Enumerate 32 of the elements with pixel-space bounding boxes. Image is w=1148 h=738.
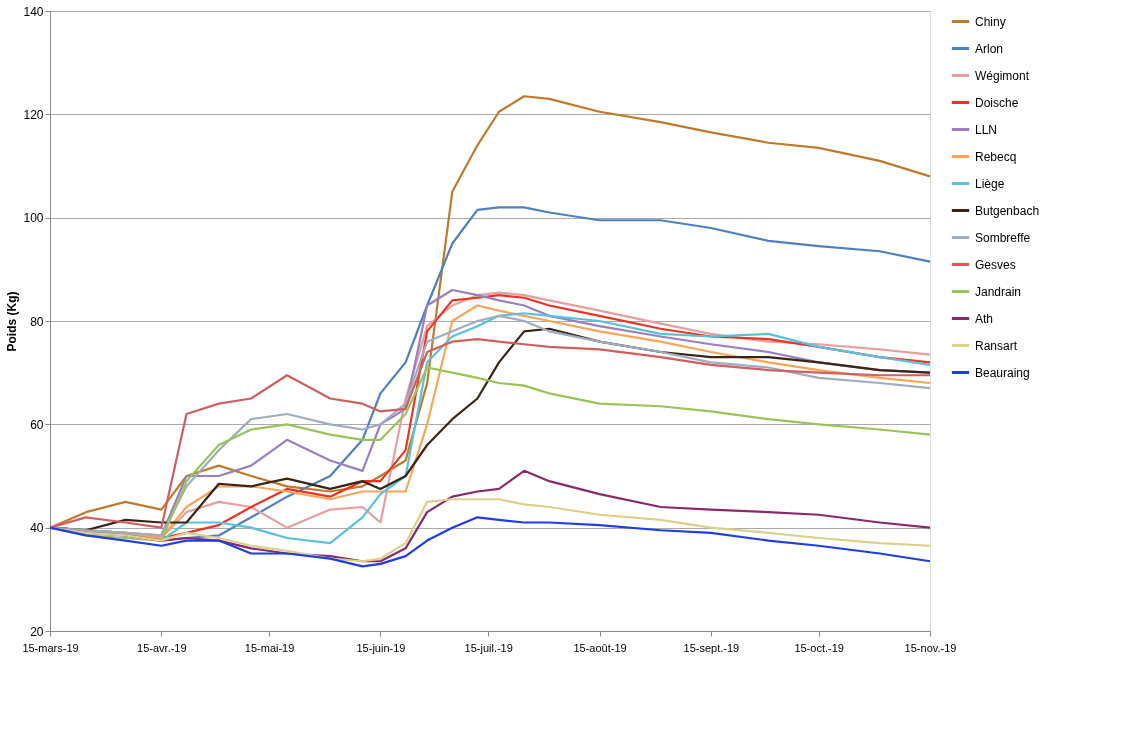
legend-label: Beauraing xyxy=(975,365,1030,380)
x-tick-label: 15-oct.-19 xyxy=(794,641,844,654)
line-series xyxy=(48,516,932,568)
x-tick-label: 15-nov.-19 xyxy=(904,641,957,654)
legend-label: Wégimont xyxy=(975,68,1030,83)
legend-label: Rebecq xyxy=(975,149,1017,164)
legend-label: Gesves xyxy=(975,257,1016,272)
y-tick-label: 100 xyxy=(23,211,44,226)
legend-label: Jandrain xyxy=(975,284,1022,299)
x-tick-label: 15-mai-19 xyxy=(244,641,295,654)
x-tick-label: 15-juin-19 xyxy=(356,641,406,654)
legend-label: Butgenbach xyxy=(975,203,1040,218)
legend-label: Ath xyxy=(975,311,994,326)
y-tick-label: 40 xyxy=(30,521,44,536)
legend-label: LLN xyxy=(975,122,998,137)
x-tick-label: 15-août-19 xyxy=(573,641,627,654)
legend-label: Liège xyxy=(975,176,1005,191)
x-tick-label: 15-juil.-19 xyxy=(464,641,513,654)
x-tick-label: 15-mars-19 xyxy=(22,641,79,654)
x-tick-label: 15-sept.-19 xyxy=(683,641,740,654)
legend-label: Arlon xyxy=(975,41,1004,56)
x-tick-label: 15-avr.-19 xyxy=(137,641,187,654)
y-tick-label: 140 xyxy=(23,4,44,19)
y-tick-label: 20 xyxy=(30,624,44,639)
legend-label: Doische xyxy=(975,95,1019,110)
legend-label: Sombreffe xyxy=(975,230,1031,245)
y-axis-title: Poids (Kg) xyxy=(5,291,20,352)
y-tick-label: 120 xyxy=(23,107,44,122)
y-tick-label: 60 xyxy=(30,417,44,432)
y-tick-label: 80 xyxy=(30,314,44,329)
legend-label: Ransart xyxy=(975,338,1018,353)
legend-label: Chiny xyxy=(975,14,1006,29)
